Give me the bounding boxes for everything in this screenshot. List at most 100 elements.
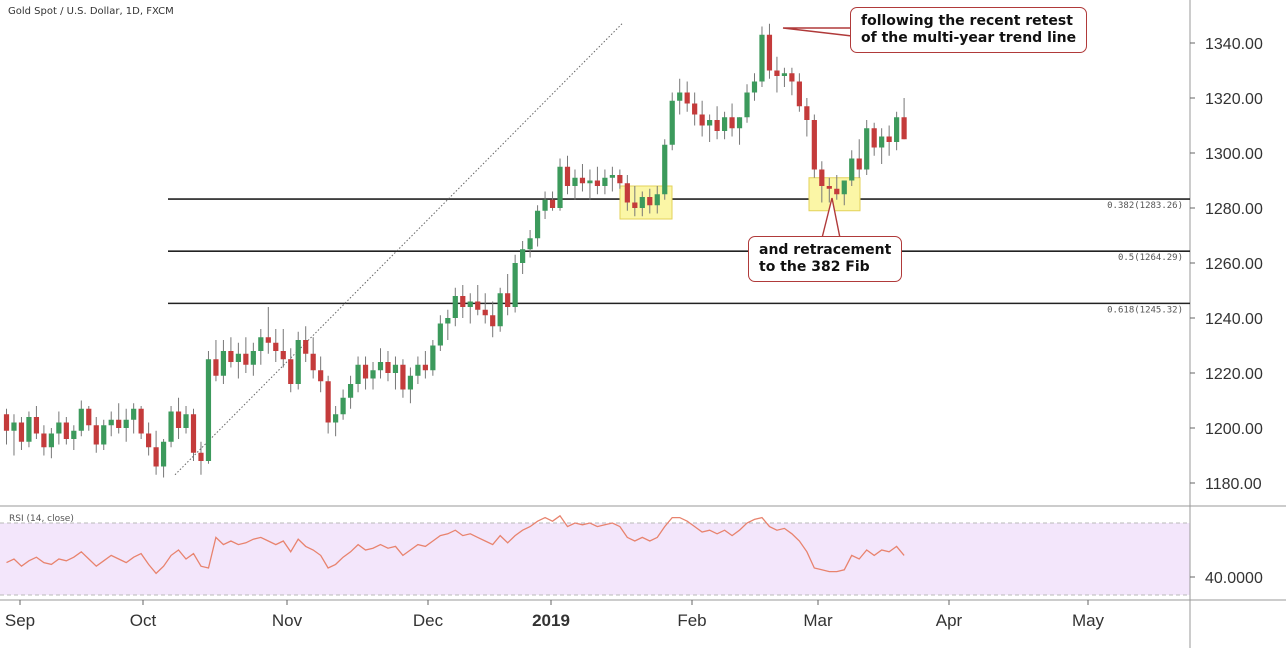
candle — [564, 155, 571, 195]
candle-body — [505, 293, 511, 307]
candle-body — [594, 180, 601, 186]
candle — [400, 359, 406, 398]
candle-body — [295, 340, 301, 384]
candle — [362, 356, 369, 390]
candle-body — [11, 422, 17, 431]
rsi-polyline — [6, 514, 905, 575]
candle-body — [3, 414, 10, 431]
fib-label: 0.5(1264.29) — [1118, 253, 1183, 263]
candle — [512, 254, 518, 313]
x-tick-label: May — [1072, 611, 1105, 630]
candle-body — [205, 359, 212, 461]
candle-body — [774, 70, 780, 76]
candle-body — [303, 340, 309, 354]
candle — [482, 293, 488, 324]
candle-body — [385, 362, 391, 373]
callout-top-line-2: of the multi-year trend line — [861, 30, 1077, 46]
candle-body — [475, 301, 481, 310]
candle — [198, 441, 204, 475]
candle — [669, 92, 675, 151]
candle-body — [467, 301, 473, 307]
rsi-tick-label: 40.0000 — [1205, 570, 1263, 587]
x-tick-label: Feb — [677, 611, 706, 630]
candle — [579, 164, 586, 192]
candle — [901, 98, 907, 140]
candle — [288, 348, 294, 393]
candle-body — [213, 359, 219, 376]
candle-body — [654, 194, 660, 206]
candle-body — [542, 199, 548, 211]
x-tick-label: Dec — [413, 611, 444, 630]
candle-body — [415, 364, 421, 376]
rsi-band-fill — [0, 523, 1190, 595]
candle-body — [864, 128, 870, 170]
candle-body — [662, 144, 668, 195]
candle — [407, 367, 414, 404]
candle-body — [624, 183, 630, 203]
candle — [190, 408, 197, 461]
candle — [826, 177, 832, 203]
candle-body — [549, 199, 556, 208]
candle-body — [759, 34, 765, 82]
candle-body — [71, 430, 77, 439]
candle — [422, 351, 428, 379]
x-tick-label: Apr — [936, 611, 963, 630]
candle — [527, 230, 533, 258]
candle-body — [751, 81, 758, 93]
candles — [3, 23, 907, 478]
candle-body — [819, 169, 825, 186]
candle-body — [781, 73, 788, 76]
candle — [33, 406, 40, 439]
y-tick-label: 1280.00 — [1205, 201, 1263, 218]
candle — [736, 117, 743, 145]
candle-body — [175, 411, 182, 428]
candle-body — [48, 433, 54, 448]
candle — [213, 340, 219, 382]
candle-body — [849, 158, 855, 181]
y-tick-label: 1240.00 — [1205, 311, 1263, 328]
candle-body — [647, 197, 653, 206]
candle — [325, 375, 331, 434]
candle-body — [18, 422, 25, 442]
candle-body — [377, 362, 384, 371]
candle — [153, 430, 159, 475]
callout-bottom-pointer — [821, 197, 841, 239]
candle-body — [318, 370, 324, 382]
candle — [834, 175, 840, 200]
candle — [370, 362, 376, 390]
candle — [452, 287, 458, 327]
candle-body — [131, 408, 137, 420]
candle-body — [243, 353, 249, 365]
candle — [160, 439, 167, 478]
candle — [811, 114, 817, 178]
candle-body — [639, 197, 645, 208]
candle-body — [796, 81, 802, 107]
candle-body — [901, 117, 907, 140]
candle-body — [347, 384, 354, 398]
candle — [721, 111, 728, 140]
candle — [587, 169, 593, 200]
candle — [707, 114, 713, 142]
candle-body — [527, 238, 533, 250]
candle — [445, 309, 451, 340]
candle — [78, 400, 84, 437]
candle — [437, 315, 443, 351]
candle-body — [138, 408, 144, 434]
candle — [894, 111, 900, 151]
candle-body — [699, 114, 705, 126]
candle — [415, 356, 421, 384]
y-tick-label: 1300.00 — [1205, 146, 1263, 163]
candle — [168, 406, 174, 448]
candle — [886, 125, 892, 156]
candle-body — [190, 414, 197, 453]
candle-body — [677, 92, 683, 101]
candle — [542, 191, 548, 219]
candle — [243, 337, 249, 373]
candle-body — [579, 177, 586, 184]
candle-body — [63, 422, 69, 439]
candle — [146, 422, 152, 456]
candle — [273, 329, 279, 362]
y-tick-label: 1340.00 — [1205, 36, 1263, 53]
candle — [617, 169, 623, 189]
candle-body — [280, 351, 286, 360]
